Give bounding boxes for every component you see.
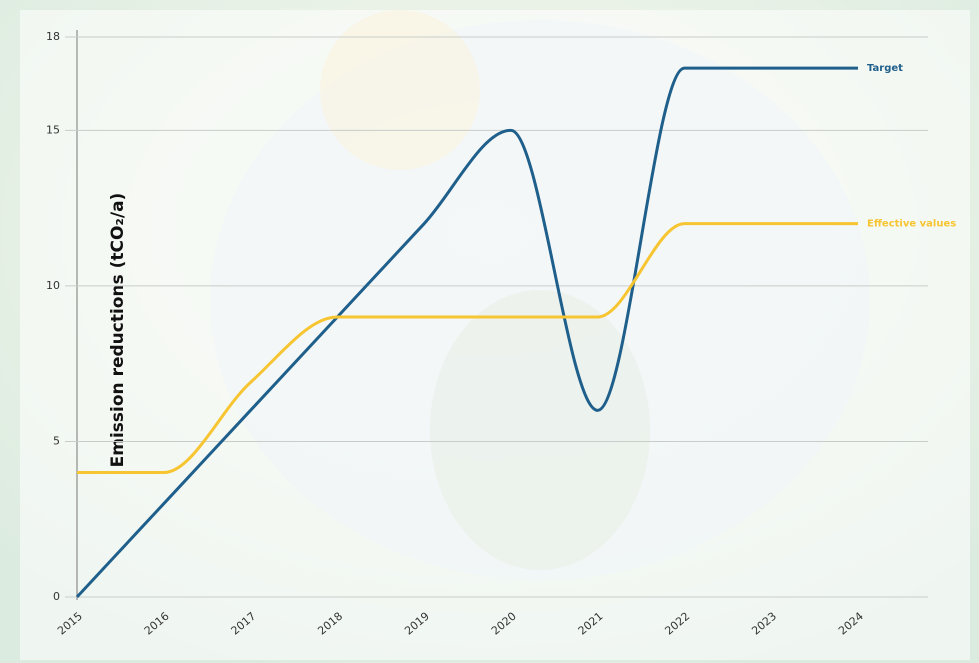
line xyxy=(75,66,858,599)
legend-label: Effective values xyxy=(867,219,956,230)
plot-panel xyxy=(20,10,970,660)
y-axis-title: Emission reductions (tCO₂/a) xyxy=(108,193,128,468)
y-tick-label: 0 xyxy=(53,590,60,603)
y-tick-label: 5 xyxy=(53,434,60,447)
y-tick-label: 15 xyxy=(46,123,60,136)
y-tick-label: 18 xyxy=(46,30,60,43)
line xyxy=(77,222,858,475)
y-tick-label: 10 xyxy=(46,279,60,292)
legend-label: Target xyxy=(867,63,903,74)
